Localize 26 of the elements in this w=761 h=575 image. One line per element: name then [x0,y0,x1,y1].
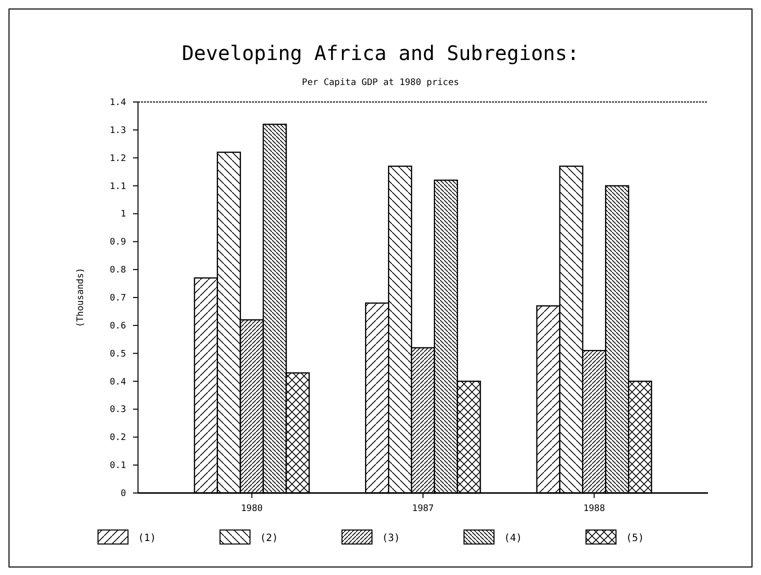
legend-label: (1) [138,533,156,544]
y-tick-label: 0.3 [110,405,126,416]
legend-label: (4) [504,533,522,544]
legend-label: (5) [626,533,644,544]
chart-title: Developing Africa and Subregions: [182,41,580,65]
y-axis-title: (Thousands) [76,268,86,328]
x-tick-label: 1980 [240,504,263,514]
y-tick-label: 1.1 [110,182,126,192]
x-tick-label: 1987 [412,504,434,514]
y-tick-label: 0.4 [110,377,126,388]
x-tick-label: 1988 [583,504,606,514]
y-tick-label: 1.2 [110,154,126,164]
y-tick-label: 0.8 [110,266,126,276]
y-tick-label: 1.3 [110,126,126,136]
y-tick-label: 1 [120,210,126,220]
legend-label: (2) [260,533,278,544]
y-tick-label: 0.5 [110,349,126,360]
y-tick-label: 0.6 [110,321,126,332]
y-tick-label: 0.7 [110,294,126,304]
y-tick-label: 0.1 [110,461,126,472]
y-tick-label: 0.9 [110,238,126,248]
legend-label: (3) [382,533,400,544]
chart-subtitle: Per Capita GDP at 1980 prices [302,78,460,88]
y-tick-label: 1.4 [110,98,126,108]
y-tick-label: 0.2 [110,433,126,444]
y-tick-label: 0 [120,489,126,499]
